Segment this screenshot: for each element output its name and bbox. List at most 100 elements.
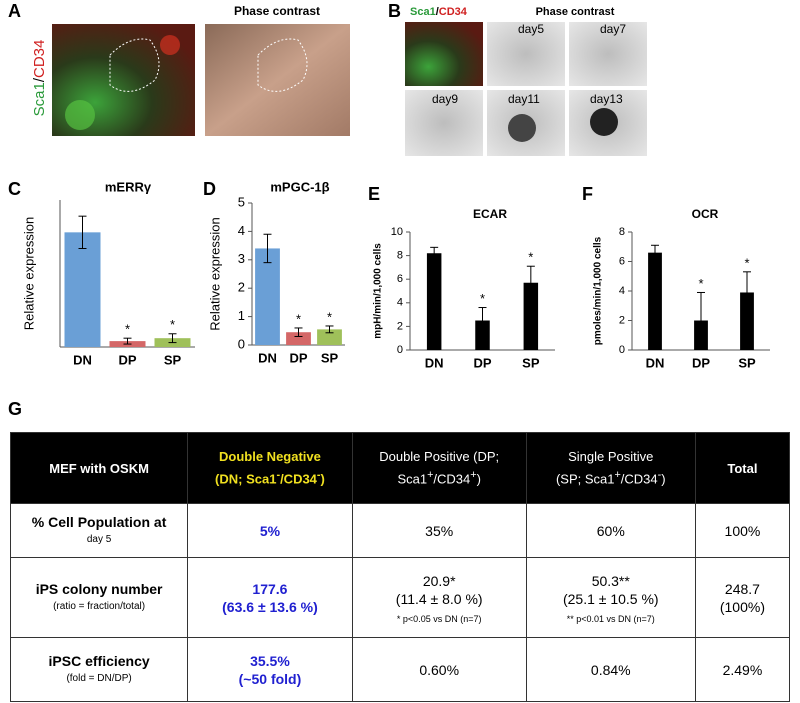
- micrograph: [405, 22, 483, 86]
- micrograph: [405, 90, 483, 156]
- x-tick-label: SP: [522, 355, 540, 370]
- panel-label: B: [388, 1, 401, 21]
- caption: Phase contrast: [536, 6, 615, 18]
- error-bar: [78, 215, 87, 250]
- table-cell: 0.60%: [351, 637, 527, 702]
- micrograph: [487, 22, 565, 86]
- header-sup: -: [316, 468, 321, 481]
- x-tick-label: DN: [425, 355, 444, 370]
- bar: [317, 329, 342, 345]
- header-text: (SP; Sca1: [555, 471, 615, 487]
- significance: *: [698, 276, 703, 291]
- y-tick-label: 6: [619, 255, 625, 267]
- table-cell: 0.84%: [525, 637, 696, 702]
- cell-text: 100%: [724, 522, 761, 539]
- y-tick-label: 2: [397, 320, 403, 332]
- cell-text: 0.84%: [590, 661, 631, 678]
- cell-text: ** p<0.01 vs DN (n=7): [566, 613, 655, 624]
- header-text: ): [320, 471, 325, 487]
- caption: Phase contrast: [234, 4, 320, 18]
- error-bar: [526, 265, 535, 300]
- colony: [508, 114, 536, 142]
- panel-label: D: [203, 179, 216, 199]
- cell-text: (ratio = fraction/total): [53, 600, 146, 612]
- micrograph: [569, 22, 647, 86]
- panel-label: A: [8, 1, 21, 21]
- cell-text: 35%: [425, 522, 454, 539]
- table-row: iPSC efficiency (fold = DN/DP) 35.5% (~50 f…: [9, 637, 791, 702]
- y-axis-label: pmoles/min/1,000 cells: [593, 236, 604, 345]
- y-tick-label: 6: [397, 273, 403, 285]
- error-bar: [651, 244, 659, 261]
- chart-title: mERRγ: [105, 179, 152, 194]
- results-table: MEF with OSKM Double Negative (DN; Sca1-/…: [9, 432, 791, 702]
- bar: [648, 252, 662, 350]
- header-cell: Double Negative (DN; Sca1-/CD34-): [187, 432, 353, 504]
- header-text: Total: [727, 460, 758, 476]
- x-tick-label: DP: [118, 352, 136, 367]
- header-text: Double Positive (DP;: [379, 448, 500, 464]
- panel-label: G: [8, 399, 22, 419]
- error-bar: [743, 271, 751, 314]
- cell-text: 2.49%: [722, 661, 763, 678]
- cell-text: * p<0.05 vs DN (n=7): [396, 613, 482, 624]
- bar: [64, 232, 101, 347]
- cell-text: 0.60%: [419, 661, 460, 678]
- cell-text: 35.5%: [250, 652, 290, 669]
- panel-label: E: [368, 184, 380, 204]
- x-tick-label: DN: [258, 350, 277, 365]
- cell-text: 5%: [259, 522, 281, 539]
- table-row: % Cell Population at day 5 5% 35% 60% 100%: [9, 503, 791, 558]
- significance: *: [296, 311, 301, 326]
- stain-sep: /: [436, 6, 439, 18]
- stain-label: Sca1/CD34: [31, 40, 48, 117]
- cell-text: (fold = DN/DP): [66, 672, 132, 684]
- day-label: day7: [600, 22, 626, 36]
- error-bar: [325, 325, 334, 334]
- table-cell: iPS colony number (ratio = fraction/total…: [9, 557, 189, 638]
- header-text: /CD34: [433, 471, 471, 487]
- colony: [590, 108, 618, 136]
- error-bar: [168, 333, 177, 344]
- header-cell: Double Positive (DP; Sca1+/CD34+): [351, 432, 527, 504]
- y-tick-label: 1: [238, 308, 245, 323]
- day-label: day9: [432, 92, 458, 106]
- stain: CD34: [439, 6, 468, 18]
- x-tick-label: DN: [646, 355, 665, 370]
- table-cell: 50.3** (25.1 ± 10.5 %) ** p<0.01 vs DN (n=…: [525, 557, 696, 638]
- y-tick-label: 3: [238, 251, 245, 266]
- error-bar: [294, 327, 303, 337]
- stain-label: Sca1/CD34: [410, 6, 468, 18]
- header-text: /CD34: [280, 471, 317, 487]
- y-axis-label: mpH/min/1,000 cells: [373, 243, 384, 339]
- error-bar: [478, 307, 487, 334]
- y-tick-label: 4: [397, 297, 403, 309]
- day-label: day5: [518, 22, 544, 36]
- bar: [740, 292, 754, 350]
- header-cell: MEF with OSKM: [9, 432, 189, 504]
- cell-text: iPS colony number: [35, 580, 163, 597]
- significance: *: [327, 309, 332, 324]
- y-tick-label: 4: [238, 223, 245, 238]
- outline: [257, 38, 308, 92]
- table-cell: 177.6 (63.6 ± 13.6 %): [187, 557, 353, 638]
- day-label: day11: [508, 92, 540, 106]
- header-text: (DN; Sca1: [215, 471, 277, 487]
- table-cell: 5%: [187, 503, 353, 558]
- figure: A Phase contrast Sca1/CD34 B Sca1/CD34 P…: [8, 1, 770, 419]
- significance: *: [528, 250, 533, 265]
- chart-title: ECAR: [473, 207, 507, 221]
- header-sup: +: [427, 468, 434, 481]
- cell-text: (63.6 ± 13.6 %): [222, 598, 318, 615]
- stain: Sca1: [410, 6, 436, 18]
- bar: [426, 253, 442, 350]
- header-text: /CD34: [620, 471, 658, 487]
- y-tick-label: 2: [238, 280, 245, 295]
- header-sup: +: [470, 468, 477, 481]
- cell-text: iPSC efficiency: [48, 652, 150, 669]
- header-text: Single Positive: [568, 448, 654, 464]
- bar: [475, 320, 490, 350]
- cell-text: 20.9*: [422, 572, 456, 589]
- table-row: iPS colony number (ratio = fraction/total…: [9, 557, 791, 638]
